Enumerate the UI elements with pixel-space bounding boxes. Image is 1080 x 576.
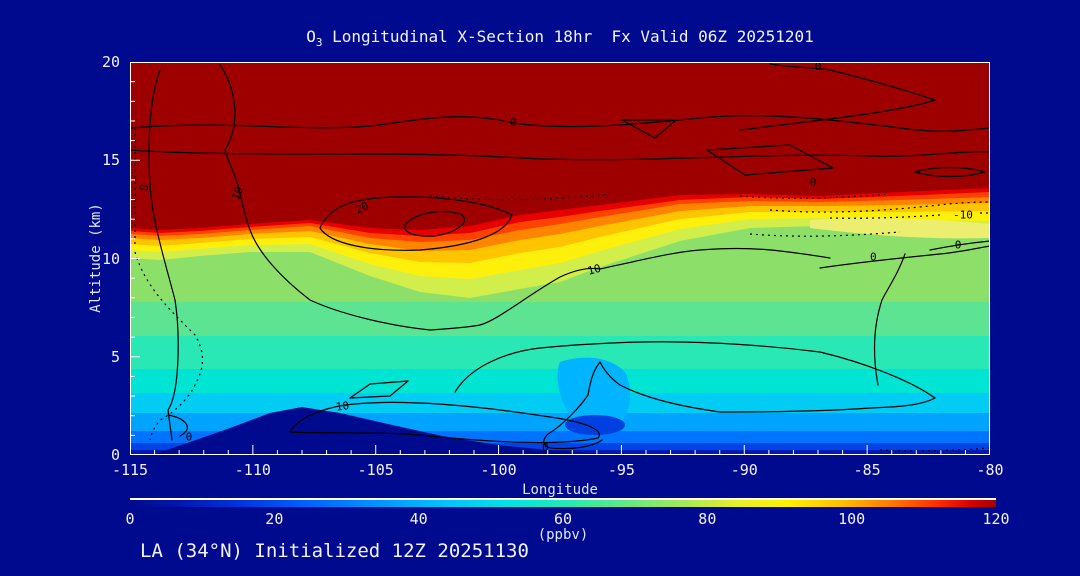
y-tick-label: 15 — [101, 151, 120, 170]
colorbar — [130, 498, 996, 507]
x-tick-label: -110 — [234, 461, 271, 479]
colorbar-tick-label: 0 — [125, 510, 135, 528]
contour-label: 10 — [335, 399, 350, 414]
title-subscript: 3 — [315, 36, 323, 49]
contour-label: 10 — [586, 262, 602, 278]
contour-label: 0 — [810, 176, 817, 189]
contour-lines-solid — [129, 63, 991, 450]
colorbar-axis-line — [130, 498, 996, 500]
contour-label: 0 — [870, 251, 877, 264]
fill-bands-upper — [130, 62, 990, 298]
chart-title: O3 Longitudinal X-Section 18hr Fx Valid … — [110, 27, 1010, 49]
y-tick-label: 0 — [110, 446, 120, 464]
x-tick-label: -80 — [976, 461, 1004, 479]
x-axis-label: Longitude — [522, 482, 598, 498]
x-tick-label: -95 — [607, 461, 635, 479]
contour-label: 0 — [186, 430, 193, 443]
contour-label: 0 — [510, 116, 517, 129]
x-tick-label: -115 — [111, 461, 149, 479]
contour-label: 0 — [542, 441, 549, 454]
contour-plot: 0 10 20 0 0 0 10 -10 0 0 10 0 0 — [129, 60, 991, 456]
y-tick-label: 5 — [110, 347, 120, 366]
plot-frame — [130, 62, 990, 455]
contour-label: 0 — [137, 183, 151, 192]
colorbar-tick-label: 80 — [698, 510, 717, 528]
title-text: Longitudinal X-Section 18hr Fx Valid 06Z… — [322, 27, 814, 46]
contour-label: 0 — [955, 239, 962, 252]
terrain-silhouette — [152, 407, 608, 455]
contour-label-layer: 0 10 20 0 0 0 10 -10 0 0 10 0 0 — [137, 60, 973, 454]
init-caption: LA (34°N) Initialized 12Z 20251130 — [140, 540, 529, 562]
y-tick-label: 10 — [101, 249, 120, 268]
colorbar-tick-label: 20 — [265, 510, 284, 528]
y-tick-label: 20 — [101, 53, 120, 71]
x-tick-label: -90 — [730, 461, 758, 479]
colorbar-tick-label: 100 — [838, 510, 866, 528]
colorbar-tick-label: 40 — [409, 510, 428, 528]
x-tick-label: -105 — [357, 461, 394, 479]
colorbar-tick-label: 120 — [982, 510, 1010, 528]
contour-lines-dotted — [134, 128, 991, 452]
contour-label: 0 — [815, 62, 822, 73]
contour-label: 20 — [353, 199, 371, 216]
contour-label: 10 — [229, 185, 246, 202]
colorbar-gradient — [130, 500, 996, 507]
colorbar-tick-label: 60 — [553, 510, 573, 528]
title-species: O — [306, 27, 316, 46]
x-tick-label: -100 — [480, 461, 517, 479]
plot-area: 0 10 20 0 0 0 10 -10 0 0 10 0 0 — [129, 60, 991, 456]
colorbar-units-label: (ppbv) — [537, 527, 589, 543]
x-tick-label: -85 — [853, 461, 881, 479]
contour-label: -10 — [953, 208, 973, 221]
